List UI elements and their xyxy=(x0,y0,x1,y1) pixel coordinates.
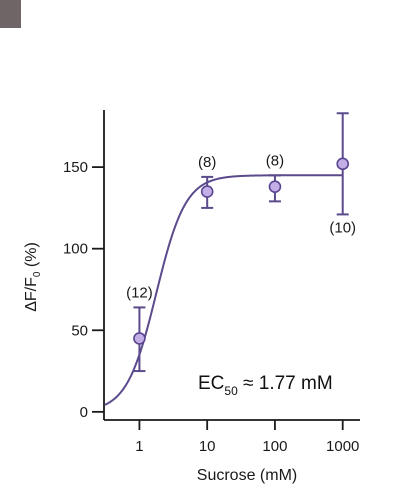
data-point: (8) xyxy=(266,152,284,203)
ec50-annotation-subscript: 50 xyxy=(224,384,238,398)
data-marker xyxy=(268,180,282,193)
x-tick-label: 100 xyxy=(262,438,287,455)
y-tick-label: 100 xyxy=(63,241,88,258)
sample-size-label: (12) xyxy=(126,284,153,301)
data-point: (10) xyxy=(329,112,356,236)
y-axis-ticks: 0 50 100 150 xyxy=(63,159,104,421)
y-axis-title: ΔF/F0 (%) xyxy=(23,242,43,312)
x-tick-label: 1 xyxy=(135,438,143,455)
data-point: (12) xyxy=(126,284,153,373)
y-tick-label: 0 xyxy=(80,404,88,421)
corner-color-swatch xyxy=(0,0,21,28)
y-tick-label: 50 xyxy=(71,322,88,339)
data-marker xyxy=(200,185,214,198)
sample-size-label: (8) xyxy=(198,154,216,171)
x-axis-ticks: 1 10 100 1000 xyxy=(135,420,359,455)
ec50-annotation-value: ≈ 1.77 mM xyxy=(238,373,333,394)
x-axis-title: Sucrose (mM) xyxy=(197,467,297,484)
x-tick-label: 10 xyxy=(199,438,216,455)
sample-size-label: (8) xyxy=(266,152,284,169)
data-marker xyxy=(133,332,146,345)
y-axis-title-main: ΔF/F xyxy=(23,277,40,312)
ec50-annotation: EC50 ≈ 1.77 mM xyxy=(198,373,333,398)
data-point: (8) xyxy=(198,154,216,209)
y-tick-label: 150 xyxy=(63,159,88,176)
data-points: (12) (8) (8) (10) xyxy=(126,112,356,373)
sample-size-label: (10) xyxy=(329,219,356,236)
axes xyxy=(103,110,360,421)
y-axis-title-subscript: 0 xyxy=(32,271,43,277)
x-tick-label: 1000 xyxy=(326,438,359,455)
data-marker xyxy=(336,157,350,171)
ec50-annotation-main: EC xyxy=(198,373,224,394)
y-axis-title-unit: (%) xyxy=(23,242,40,271)
